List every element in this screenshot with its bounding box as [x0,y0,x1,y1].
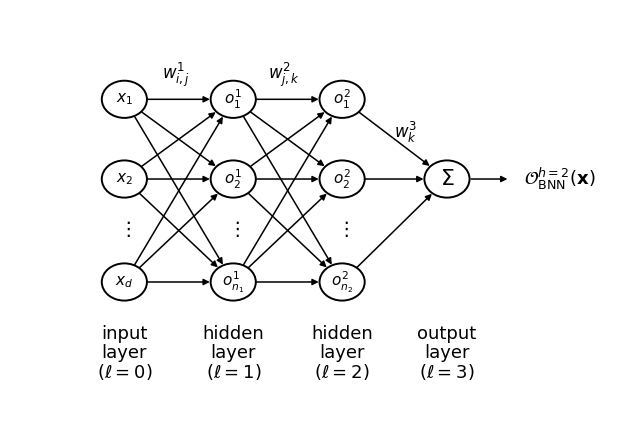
Text: $x_2$: $x_2$ [116,171,133,187]
Text: $w_{j,k}^2$: $w_{j,k}^2$ [268,61,300,89]
Text: $o_{n_1}^1$: $o_{n_1}^1$ [222,269,244,294]
Circle shape [211,81,256,118]
Text: layer: layer [424,344,470,362]
Text: hidden: hidden [311,325,373,343]
Circle shape [319,161,365,198]
Text: $x_d$: $x_d$ [115,274,134,290]
Text: layer: layer [102,344,147,362]
Text: $\vdots$: $\vdots$ [336,219,349,239]
Text: $\mathcal{O}_{\mathrm{BNN}}^{h=2}(\mathbf{x})$: $\mathcal{O}_{\mathrm{BNN}}^{h=2}(\mathb… [524,166,595,192]
Text: $o_{n_2}^2$: $o_{n_2}^2$ [331,269,353,294]
Text: $(\ell=0)$: $(\ell=0)$ [97,363,152,382]
Text: $x_1$: $x_1$ [116,92,133,107]
Circle shape [211,161,256,198]
Circle shape [102,81,147,118]
Text: $(\ell=2)$: $(\ell=2)$ [314,363,370,382]
Circle shape [424,161,470,198]
Text: output: output [417,325,477,343]
Text: $(\ell=3)$: $(\ell=3)$ [419,363,475,382]
Text: hidden: hidden [202,325,264,343]
Text: $o_2^2$: $o_2^2$ [333,167,351,191]
Circle shape [319,264,365,301]
Text: layer: layer [211,344,256,362]
Text: input: input [101,325,148,343]
Text: $\vdots$: $\vdots$ [118,219,131,239]
Text: $o_1^2$: $o_1^2$ [333,88,351,111]
Text: layer: layer [319,344,365,362]
Circle shape [319,81,365,118]
Text: $w_k^3$: $w_k^3$ [394,120,417,145]
Text: $\Sigma$: $\Sigma$ [440,169,454,189]
Circle shape [211,264,256,301]
Text: $o_1^1$: $o_1^1$ [225,88,242,111]
Circle shape [102,161,147,198]
Text: $\vdots$: $\vdots$ [227,219,239,239]
Text: $(\ell=1)$: $(\ell=1)$ [205,363,261,382]
Text: $w_{i,j}^1$: $w_{i,j}^1$ [162,61,190,89]
Circle shape [102,264,147,301]
Text: $o_2^1$: $o_2^1$ [225,167,242,191]
